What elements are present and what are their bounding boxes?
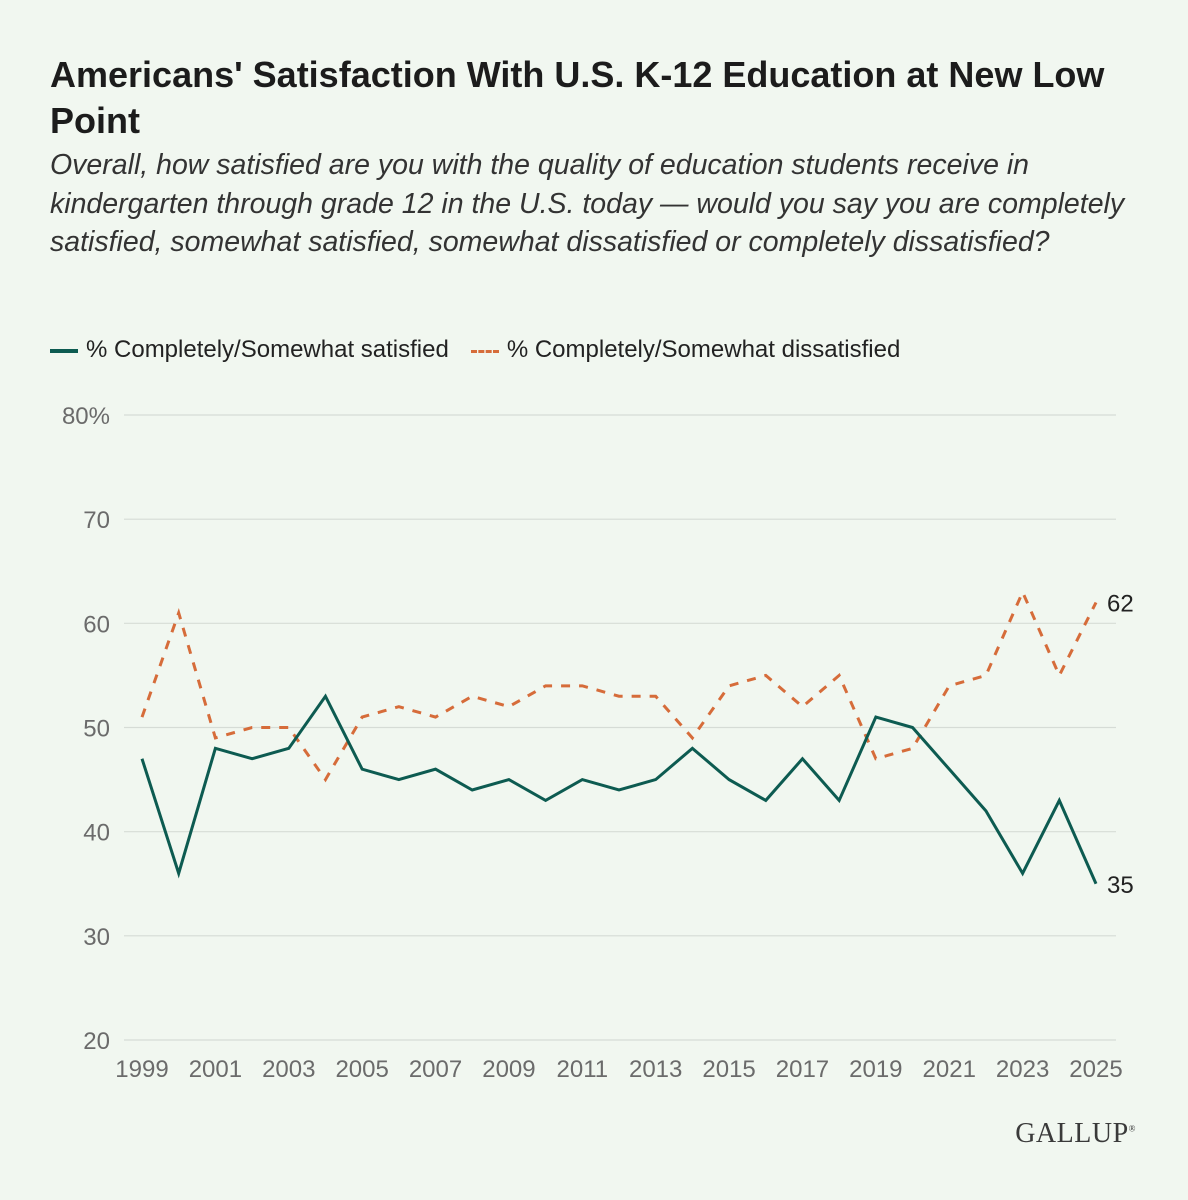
y-tick-label: 30 (83, 924, 110, 951)
x-tick-label: 2003 (262, 1056, 315, 1083)
x-tick-label: 2023 (996, 1056, 1049, 1083)
gallup-logo: GALLUP® (1015, 1118, 1136, 1150)
x-axis-ticks: 1999 2001 2003 2005 2007 2009 2011 2013 2015 2017… (115, 1056, 1122, 1083)
chart-title: Americans' Satisfaction With U.S. K-12 E… (50, 54, 1105, 141)
series-line-satisfied (140, 693, 1098, 885)
grid-layer (124, 414, 1116, 1041)
y-tick-label: 40 (83, 820, 110, 847)
x-tick-label: 2015 (702, 1056, 755, 1083)
x-tick-label: 2007 (409, 1056, 462, 1083)
end-labels: 62 35 (1107, 591, 1134, 899)
x-tick-label: 2001 (189, 1056, 242, 1083)
x-tick-label: 2009 (482, 1056, 535, 1083)
legend-label-satisfied: % Completely/Somewhat satisfied (86, 336, 449, 363)
y-tick-label: 70 (83, 507, 110, 534)
series-line-dissatisfied (140, 588, 1098, 783)
x-tick-label: 2025 (1069, 1056, 1122, 1083)
y-tick-label: 60 (83, 611, 110, 638)
series-layer (140, 588, 1098, 885)
registered-mark: ® (1128, 1123, 1136, 1134)
y-tick-label: 50 (83, 716, 110, 743)
x-tick-label: 2005 (335, 1056, 388, 1083)
y-axis-ticks: 20 30 40 50 60 70 80% (62, 403, 110, 1055)
legend: % Completely/Somewhat satisfied % Comple… (50, 334, 922, 366)
legend-swatch-satisfied (50, 349, 78, 353)
legend-label-dissatisfied: % Completely/Somewhat dissatisfied (506, 336, 901, 363)
y-tick-label: 80% (62, 403, 110, 430)
x-tick-label: 2021 (923, 1056, 976, 1083)
end-label-dissatisfied: 62 (1107, 591, 1134, 618)
x-tick-label: 2013 (629, 1056, 682, 1083)
x-tick-label: 2017 (776, 1056, 829, 1083)
end-label-satisfied: 35 (1107, 872, 1134, 899)
x-tick-label: 1999 (115, 1056, 168, 1083)
x-tick-label: 2019 (849, 1056, 902, 1083)
x-tick-label: 2011 (557, 1056, 609, 1083)
legend-item-satisfied: % Completely/Somewhat satisfied (50, 336, 449, 364)
y-tick-label: 20 (83, 1028, 110, 1055)
gallup-logo-text: GALLUP (1015, 1118, 1129, 1149)
legend-item-dissatisfied: % Completely/Somewhat dissatisfied (470, 336, 901, 364)
legend-swatch-dissatisfied (470, 349, 499, 353)
chart-subtitle: Overall, how satisfied are you with the … (50, 149, 1125, 258)
